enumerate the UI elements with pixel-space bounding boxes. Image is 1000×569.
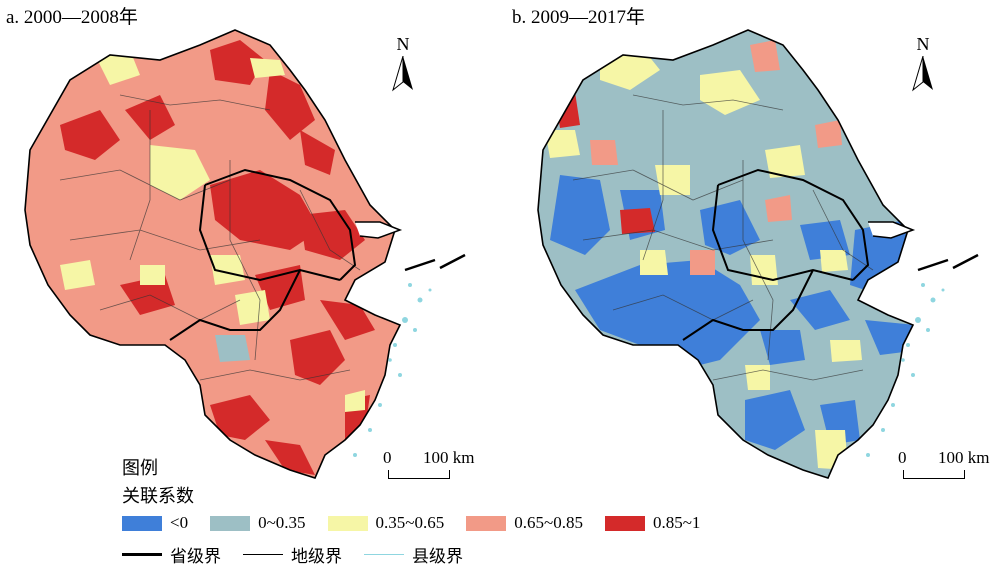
legend-class-label: <0 bbox=[170, 513, 189, 532]
legend-lines: 省级界 地级界 县级界 bbox=[122, 542, 485, 567]
map-panel-a bbox=[24, 29, 466, 479]
legend-line-label: 省级界 bbox=[170, 547, 221, 566]
scale-zero-label: 0 bbox=[898, 448, 907, 467]
north-label-a: N bbox=[396, 34, 410, 54]
map-panel-b bbox=[537, 29, 979, 479]
legend-line-prefecture: 地级界 bbox=[243, 542, 342, 567]
legend-line-county: 县级界 bbox=[364, 542, 463, 567]
legend-swatch bbox=[466, 515, 507, 531]
legend-class-label: 0.35~0.65 bbox=[375, 513, 445, 532]
legend-class-label: 0.85~1 bbox=[652, 513, 701, 532]
legend-title: 图例 bbox=[122, 458, 158, 478]
legend-class-label: 0.65~0.85 bbox=[514, 513, 583, 532]
scale-bar-line bbox=[903, 470, 965, 479]
north-arrow-b: N bbox=[906, 34, 940, 94]
legend-swatch bbox=[210, 515, 251, 531]
legend-class-negative: <0 bbox=[122, 513, 188, 533]
scale-zero-label: 0 bbox=[383, 448, 392, 467]
scale-bar-a: 0 100 km bbox=[383, 448, 493, 488]
north-label-b: N bbox=[916, 34, 930, 54]
legend-class-high: 0.65~0.85 bbox=[466, 513, 583, 533]
scale-hundred-label: 100 km bbox=[423, 448, 475, 467]
panel-a-islands bbox=[353, 283, 432, 457]
panel-b-regions bbox=[545, 40, 913, 470]
legend-line-label: 地级界 bbox=[291, 547, 342, 566]
legend-swatch bbox=[604, 515, 645, 531]
scale-hundred-label: 100 km bbox=[938, 448, 990, 467]
north-arrow-icon bbox=[392, 56, 413, 92]
panel-b-islands bbox=[866, 283, 945, 457]
legend-class-low: 0~0.35 bbox=[210, 513, 306, 533]
panel-a-title: a. 2000—2008年 bbox=[6, 7, 138, 28]
legend-class-label: 0~0.35 bbox=[258, 513, 306, 532]
scale-bar-line bbox=[388, 470, 450, 479]
legend-line-label: 县级界 bbox=[412, 547, 463, 566]
scale-bar-b: 0 100 km bbox=[898, 448, 1000, 488]
province-boundary-sample bbox=[122, 553, 162, 556]
county-boundary-sample bbox=[364, 554, 404, 555]
north-arrow-icon bbox=[912, 56, 933, 92]
legend-classes: <0 0~0.35 0.35~0.65 0.65~0.85 0.85~1 bbox=[122, 513, 722, 533]
legend-swatch bbox=[122, 515, 162, 531]
legend-line-province: 省级界 bbox=[122, 542, 221, 567]
legend-class-very-high: 0.85~1 bbox=[604, 513, 701, 533]
prefecture-boundary-sample bbox=[243, 554, 283, 555]
north-arrow-a: N bbox=[386, 34, 420, 94]
panel-b-title: b. 2009—2017年 bbox=[512, 7, 646, 28]
legend-subtitle: 关联系数 bbox=[122, 486, 194, 506]
legend-swatch bbox=[327, 515, 368, 531]
legend-class-medium: 0.35~0.65 bbox=[327, 513, 445, 533]
